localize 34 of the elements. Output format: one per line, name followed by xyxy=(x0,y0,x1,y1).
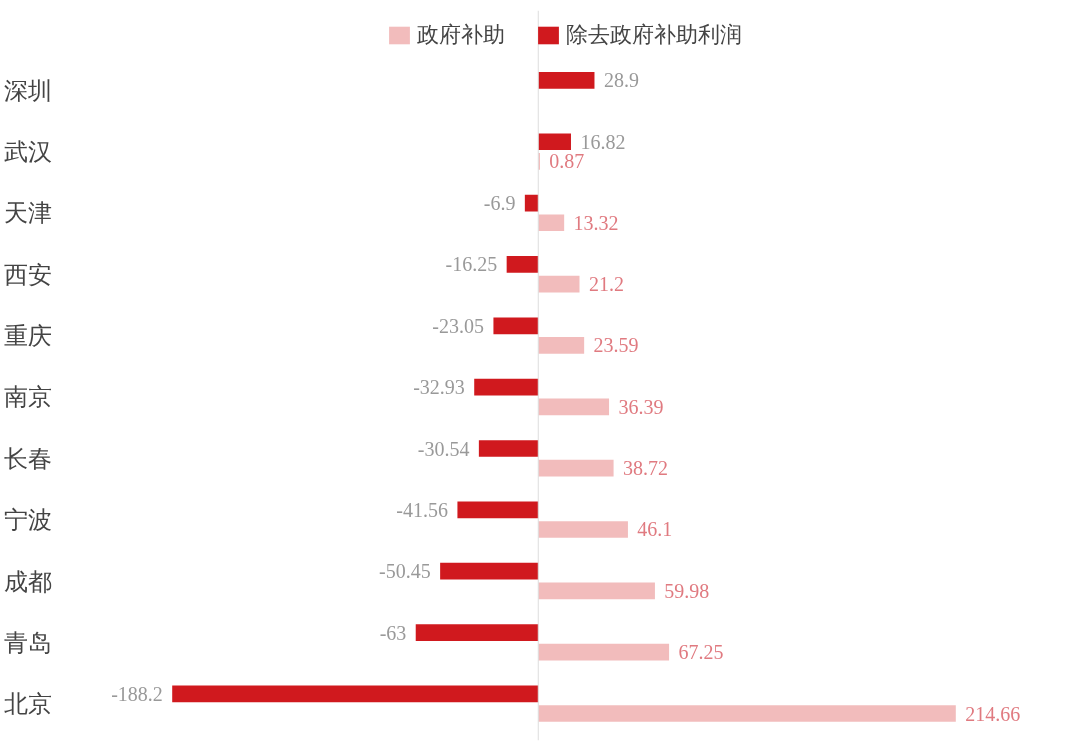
y-tick-label: 北京 xyxy=(3,690,52,718)
data-label: -23.05 xyxy=(432,314,485,337)
data-label: 214.66 xyxy=(965,702,1021,725)
y-tick-label: 天津 xyxy=(3,199,52,227)
data-label: 59.98 xyxy=(664,579,710,602)
y-tick-label: 成都 xyxy=(3,567,52,595)
data-label: -30.54 xyxy=(417,437,470,460)
y-tick-label: 重庆 xyxy=(3,322,52,350)
data-label: -32.93 xyxy=(413,376,465,399)
y-tick-label: 青岛 xyxy=(3,628,52,656)
data-label: 46.1 xyxy=(637,518,673,541)
data-label: 38.72 xyxy=(622,457,668,480)
y-tick-label: 长春 xyxy=(3,444,52,472)
data-label: -63 xyxy=(379,621,407,644)
data-label: 16.82 xyxy=(580,130,626,153)
data-label: -188.2 xyxy=(111,682,163,705)
data-label: 0.87 xyxy=(549,150,585,173)
y-tick-label: 武汉 xyxy=(3,138,52,166)
data-label: 23.59 xyxy=(593,334,639,357)
y-tick-label: 西安 xyxy=(3,260,52,288)
y-tick-label: 南京 xyxy=(3,383,52,411)
data-label: -6.9 xyxy=(483,192,516,215)
data-label: -41.56 xyxy=(396,498,449,521)
legend-label: 政府补助 xyxy=(416,21,505,49)
y-tick-label: 深圳 xyxy=(3,76,52,104)
legend-label: 除去政府补助利润 xyxy=(565,21,742,49)
data-label: 36.39 xyxy=(618,395,664,418)
y-tick-label: 宁波 xyxy=(3,506,52,534)
data-label: -16.25 xyxy=(445,253,498,276)
data-label: 28.9 xyxy=(603,69,639,92)
data-label: 67.25 xyxy=(678,641,724,664)
data-label: 21.2 xyxy=(588,273,624,296)
data-label: -50.45 xyxy=(379,560,431,583)
data-label: 13.32 xyxy=(573,211,619,234)
